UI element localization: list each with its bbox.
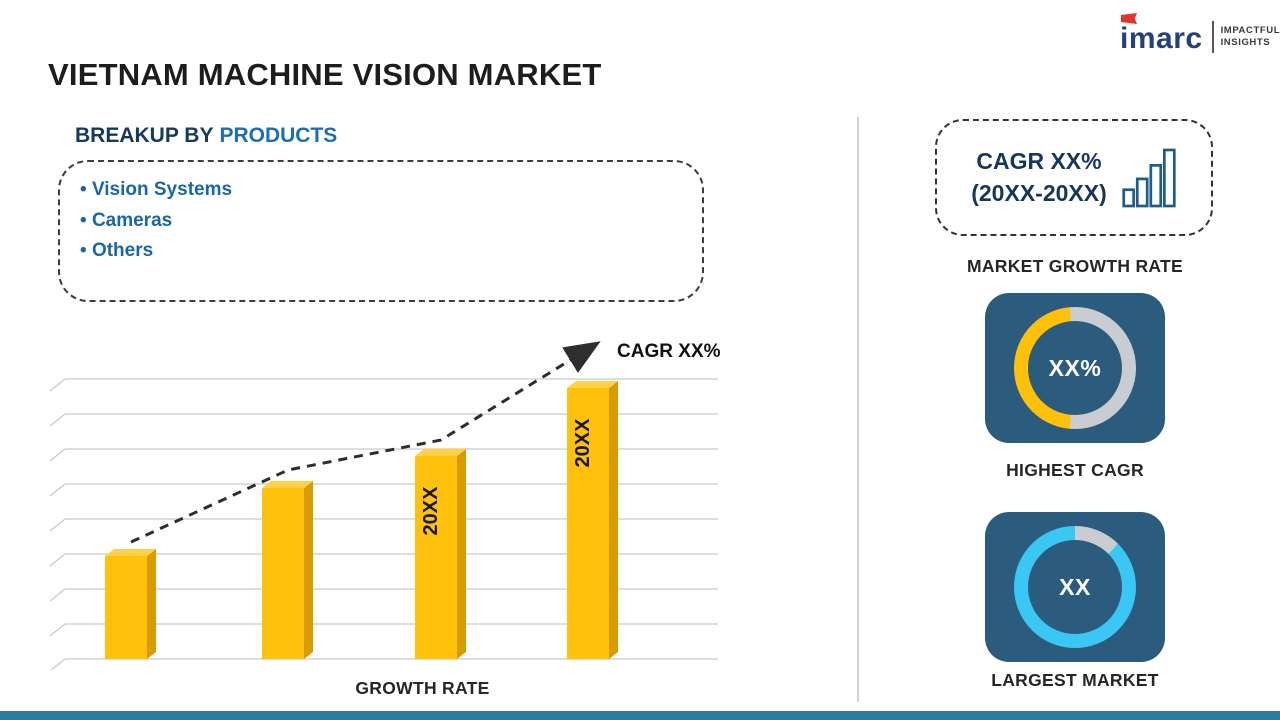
logo-tagline: IMPACTFUL INSIGHTS: [1221, 21, 1280, 50]
highest-cagr-label: HIGHEST CAGR: [1006, 460, 1144, 480]
logo-tagline-line2: INSIGHTS: [1220, 37, 1271, 48]
logo-brand: imarc: [1120, 13, 1203, 55]
cagr-box: CAGR XX% (20XX-20XX): [935, 119, 1213, 236]
bar-top: [262, 481, 313, 488]
list-item: Vision Systems: [80, 175, 702, 206]
bar-face: [262, 488, 304, 659]
bottom-accent-bar: [0, 711, 1280, 720]
largest-market-card: XX: [985, 512, 1165, 662]
gridline-tick: [49, 588, 66, 602]
list-item: Others: [80, 236, 702, 267]
gridline-tick: [49, 483, 66, 497]
gridline-tick: [49, 378, 66, 392]
products-list: Vision Systems Cameras Others: [60, 175, 702, 267]
highest-cagr-card: XX%: [985, 293, 1165, 443]
breakup-heading-prefix: BREAKUP BY: [75, 124, 214, 147]
gridline-tick: [49, 518, 66, 532]
gridline-tick: [49, 553, 66, 567]
bar-side: [609, 381, 618, 659]
bar-side: [147, 549, 156, 659]
highest-cagr-value: XX%: [1028, 321, 1122, 415]
imarc-flag-icon: [1121, 13, 1137, 24]
bar-face: [105, 556, 147, 659]
cagr-box-line2: (20XX-20XX): [971, 179, 1107, 206]
growth-bar-chart-svg: 20XX 20XX: [49, 341, 718, 670]
largest-market-value: XX: [1028, 540, 1122, 634]
vertical-divider: [857, 117, 859, 702]
imarc-logo: imarc IMPACTFUL INSIGHTS: [1120, 13, 1280, 55]
cagr-box-line1: CAGR XX%: [976, 148, 1102, 175]
cagr-annotation: CAGR XX%: [617, 341, 721, 362]
logo-tagline-line1: IMPACTFUL: [1220, 24, 1280, 36]
bar-chart-icon: [1122, 148, 1176, 207]
largest-market-label: LARGEST MARKET: [991, 670, 1159, 690]
list-item: Cameras: [80, 206, 702, 237]
bar-face: [415, 456, 457, 659]
cagr-box-text: CAGR XX% (20XX-20XX): [971, 146, 1107, 208]
bar-side: [457, 449, 466, 659]
bar-top: [567, 381, 618, 388]
logo-brand-text: imarc: [1120, 22, 1203, 55]
bar-top: [415, 449, 466, 456]
bar-side: [304, 481, 313, 659]
gridline-tick: [49, 623, 66, 637]
logo-divider: [1211, 21, 1214, 53]
bar-year-label: 20XX: [420, 486, 442, 536]
chart-x-axis-label: GROWTH RATE: [355, 678, 490, 698]
breakup-heading: BREAKUP BY PRODUCTS: [75, 124, 337, 148]
bar-face: [567, 388, 609, 659]
trend-line: [130, 341, 601, 544]
bar-year-label: 20XX: [572, 418, 594, 468]
largest-market-donut-chart: XX: [1014, 526, 1136, 648]
gridline-tick: [50, 658, 66, 670]
breakup-heading-highlight: PRODUCTS: [219, 124, 338, 147]
bar-top: [105, 549, 156, 556]
products-box: Vision Systems Cameras Others: [58, 160, 704, 302]
page-title: VIETNAM MACHINE VISION MARKET: [48, 57, 602, 92]
gridline-tick: [49, 413, 66, 427]
growth-chart: 20XX 20XX CAGR XX% GROWTH RATE: [40, 336, 730, 706]
highest-cagr-donut-chart: XX%: [1014, 307, 1136, 429]
gridline-tick: [49, 448, 66, 462]
market-growth-rate-label: MARKET GROWTH RATE: [966, 256, 1184, 276]
